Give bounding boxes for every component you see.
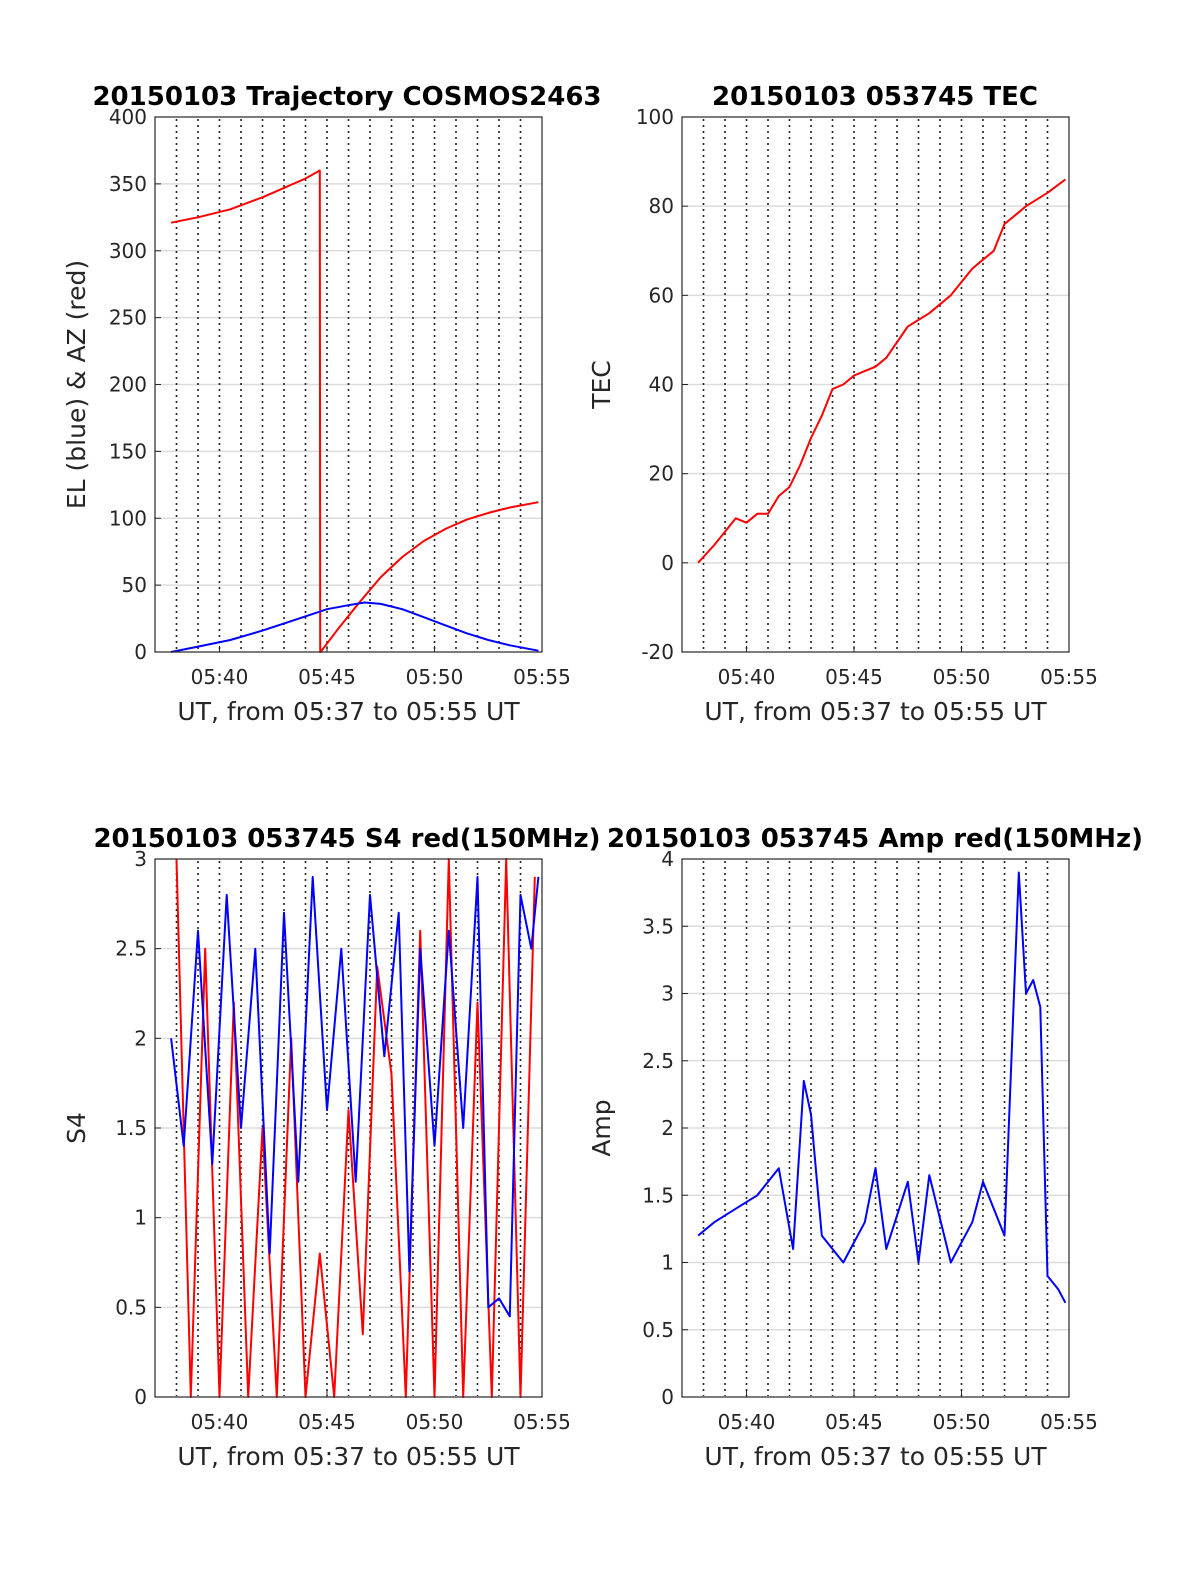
tec-ytick-label: 60 <box>649 283 674 307</box>
s4-xtick-label: 05:50 <box>406 1410 464 1434</box>
trajectory-xtick-label: 05:55 <box>513 665 571 689</box>
amp-chart: 0 0.5 1 1.5 2 2.5 3 3.5 4 05:40 05:45 05:50 05:55 201… <box>587 824 1143 1471</box>
s4-series-0-line <box>175 858 536 1398</box>
trajectory-ytick-label: 200 <box>109 373 147 397</box>
tec-xtick-label: 05:45 <box>825 665 883 689</box>
amp-xtick-label: 05:40 <box>718 1410 776 1434</box>
tec-xtick-label: 05:55 <box>1040 665 1098 689</box>
trajectory-xlabel: UT, from 05:37 to 05:55 UT <box>177 697 520 726</box>
trajectory-title: 20150103 Trajectory COSMOS2463 <box>92 82 601 112</box>
amp-ytick-label: 1.5 <box>642 1183 674 1207</box>
s4-ylabel: S4 <box>62 1112 91 1144</box>
s4-ytick-label: 2.5 <box>115 937 147 961</box>
s4-ytick-label: 0 <box>134 1385 147 1409</box>
amp-ytick-label: 4 <box>661 847 674 871</box>
tec-xtick-label: 05:50 <box>933 665 991 689</box>
trajectory-ytick-label: 50 <box>122 573 147 597</box>
trajectory-ylabel: EL (blue) & AZ (red) <box>62 260 91 509</box>
tec-ytick-label: 100 <box>636 105 674 129</box>
trajectory-ytick-label: 0 <box>134 640 147 664</box>
s4-xtick-label: 05:55 <box>513 1410 571 1434</box>
amp-ytick-label: 2 <box>661 1116 674 1140</box>
amp-ytick-label: 2.5 <box>642 1049 674 1073</box>
trajectory-xtick-label: 05:45 <box>298 665 356 689</box>
s4-chart: 0 0.5 1 1.5 2 2.5 3 05:40 05:45 05:50 05:55 2015010… <box>62 824 601 1471</box>
amp-ytick-label: 0.5 <box>642 1318 674 1342</box>
trajectory-ytick-label: 300 <box>109 239 147 263</box>
trajectory-xtick-label: 05:50 <box>406 665 464 689</box>
amp-xtick-label: 05:55 <box>1040 1410 1098 1434</box>
amp-title: 20150103 053745 Amp red(150MHz) <box>607 824 1143 854</box>
amp-ylabel: Amp <box>587 1099 616 1156</box>
trajectory-ytick-label: 100 <box>109 506 147 530</box>
trajectory-series-1-line <box>170 601 539 653</box>
amp-series-0-line <box>697 871 1067 1304</box>
tec-ytick-label: 80 <box>649 194 674 218</box>
amp-xtick-label: 05:45 <box>825 1410 883 1434</box>
amp-ytick-label: 0 <box>661 1385 674 1409</box>
s4-xtick-label: 05:45 <box>298 1410 356 1434</box>
s4-ytick-label: 0.5 <box>115 1295 147 1319</box>
s4-ytick-label: 3 <box>134 847 147 871</box>
trajectory-ytick-label: 400 <box>109 105 147 129</box>
tec-ytick-label: -20 <box>641 640 674 664</box>
trajectory-axes-box <box>154 116 543 653</box>
trajectory-xtick-label: 05:40 <box>191 665 249 689</box>
tec-axes-box <box>681 116 1070 653</box>
trajectory-series-0-line <box>170 169 539 653</box>
trajectory-ytick-label: 350 <box>109 172 147 196</box>
amp-xtick-label: 05:50 <box>933 1410 991 1434</box>
amp-ytick-label: 1 <box>661 1251 674 1275</box>
amp-xlabel: UT, from 05:37 to 05:55 UT <box>704 1442 1047 1471</box>
tec-title: 20150103 053745 TEC <box>712 82 1038 112</box>
tec-series-0-line <box>697 178 1066 564</box>
tec-chart: -20 0 20 40 60 80 100 05:40 05:45 05:50 05:55 20150… <box>587 82 1098 726</box>
tec-xtick-label: 05:40 <box>718 665 776 689</box>
amp-ytick-label: 3 <box>661 982 674 1006</box>
s4-ytick-label: 1.5 <box>115 1116 147 1140</box>
s4-ytick-label: 1 <box>134 1206 147 1230</box>
s4-axes-box <box>154 858 543 1398</box>
s4-xlabel: UT, from 05:37 to 05:55 UT <box>177 1442 520 1471</box>
trajectory-chart: 0 50 100 150 200 250 300 350 400 05:40 05:45 05:50 0… <box>62 82 602 726</box>
s4-xtick-label: 05:40 <box>191 1410 249 1434</box>
s4-title: 20150103 053745 S4 red(150MHz) <box>93 824 600 854</box>
tec-xlabel: UT, from 05:37 to 05:55 UT <box>704 697 1047 726</box>
tec-ytick-label: 20 <box>649 462 674 486</box>
trajectory-ytick-label: 150 <box>109 439 147 463</box>
tec-ytick-label: 40 <box>649 373 674 397</box>
s4-ytick-label: 2 <box>134 1026 147 1050</box>
tec-ytick-label: 0 <box>661 551 674 575</box>
tec-ylabel: TEC <box>587 360 616 410</box>
s4-series-1-line <box>170 875 540 1318</box>
amp-ytick-label: 3.5 <box>642 914 674 938</box>
trajectory-ytick-label: 250 <box>109 306 147 330</box>
amp-axes-box <box>681 858 1070 1398</box>
